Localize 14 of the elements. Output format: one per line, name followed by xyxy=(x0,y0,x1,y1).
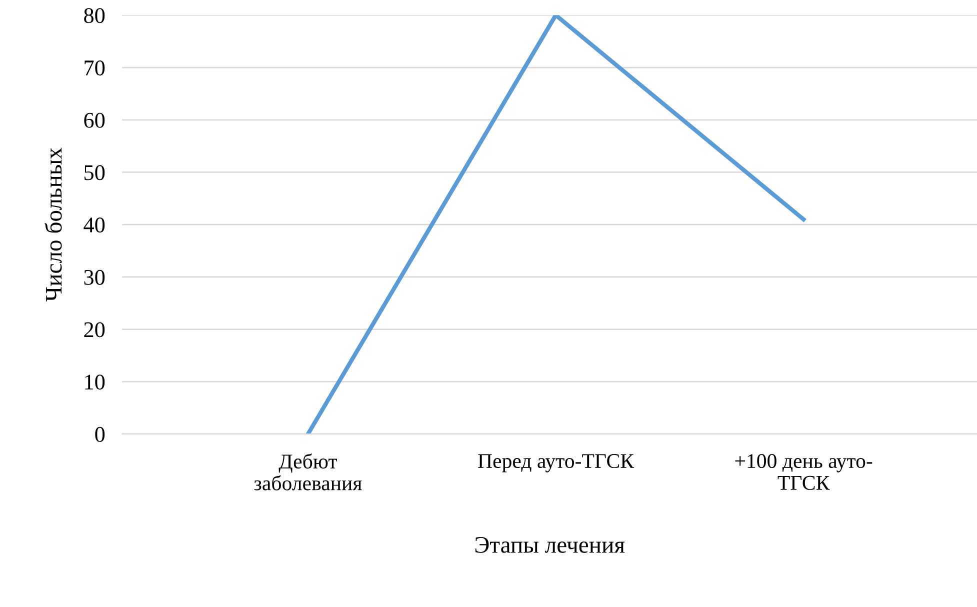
y-tick-label: 0 xyxy=(95,426,105,442)
x-tick-label: Перед ауто-ТГСК xyxy=(478,454,634,472)
y-tick-label: 80 xyxy=(84,8,105,24)
y-tick-label: 20 xyxy=(84,322,105,338)
y-tick-label: 30 xyxy=(84,270,105,285)
y-axis-title: Число больных xyxy=(44,148,62,302)
y-tick-label: 60 xyxy=(84,112,105,128)
y-tick-label: 10 xyxy=(85,374,105,390)
x-tick-label: +100 день ауто- ТГСК xyxy=(735,454,872,490)
y-tick-label: 70 xyxy=(84,60,105,76)
y-tick-label: 50 xyxy=(84,165,105,180)
x-axis-title: Этапы лечения xyxy=(475,537,625,553)
y-tick-label: 40 xyxy=(84,218,105,233)
x-tick-label: Дебют заболевания xyxy=(254,453,362,490)
